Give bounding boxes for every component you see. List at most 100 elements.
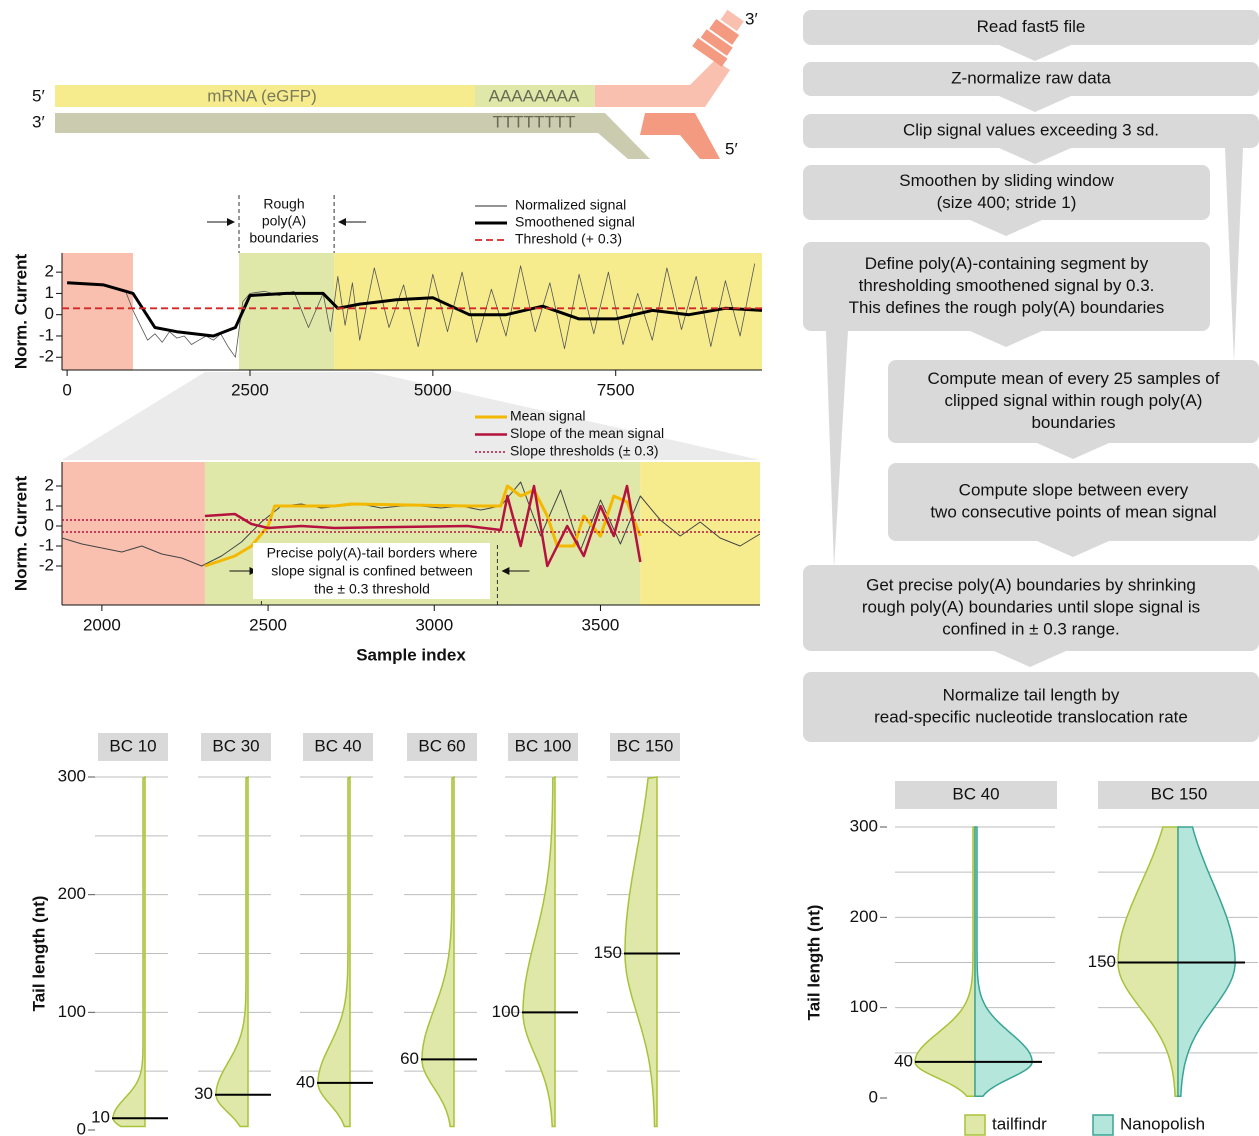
median-label: 10 xyxy=(91,1108,110,1127)
y-tick-label: 300 xyxy=(850,816,878,835)
region xyxy=(62,462,205,605)
flow-step-text: Define poly(A)-containing segment by xyxy=(865,254,1149,273)
violin xyxy=(625,777,657,1127)
x-tick-label: 3500 xyxy=(582,615,620,634)
flow-step-text: read-specific nucleotide translocation r… xyxy=(874,707,1188,726)
adapter-bottom xyxy=(640,113,720,159)
molecule-diagram: 5′ 3′ 3′ 5′ mRNA (eGFP) AAAAAAAA TTTTTTT… xyxy=(32,5,758,159)
flow-step-text: This defines the rough poly(A) boundarie… xyxy=(849,298,1165,317)
flow-step-text: Clip signal values exceeding 3 sd. xyxy=(903,120,1159,139)
x-tick-label: 5000 xyxy=(414,380,452,399)
violin xyxy=(523,777,555,1127)
annotation: slope signal is confined between xyxy=(271,563,473,579)
flow-step-text: clipped signal within rough poly(A) xyxy=(945,391,1203,410)
prime-label: 5′ xyxy=(725,139,738,158)
y-tick-label: -1 xyxy=(39,535,54,554)
legend-label: Threshold (+ 0.3) xyxy=(515,231,622,247)
y-tick-label: 2 xyxy=(45,262,54,281)
facet-title: BC 60 xyxy=(418,736,465,755)
flow-step-text: Compute mean of every 25 samples of xyxy=(928,369,1220,388)
flow-step-text: Compute slope between every xyxy=(959,480,1189,499)
legend-label: tailfindr xyxy=(992,1114,1047,1133)
y-tick-label: 0 xyxy=(45,304,54,323)
violin xyxy=(915,827,975,1096)
flow-step-text: thresholding smoothened signal by 0.3. xyxy=(859,276,1155,295)
region xyxy=(62,253,133,370)
legend-label: Nanopolish xyxy=(1120,1114,1205,1133)
figure: 5′ 3′ 3′ 5′ mRNA (eGFP) AAAAAAAA TTTTTTT… xyxy=(0,0,1259,1136)
median-label: 150 xyxy=(594,943,622,962)
facet-title: BC 100 xyxy=(515,736,572,755)
y-tick-label: 100 xyxy=(58,1002,86,1021)
y-tick-label: -2 xyxy=(39,555,54,574)
legend-swatch xyxy=(965,1115,985,1135)
mrna-label: mRNA (eGFP) xyxy=(207,86,317,105)
flow-arrow xyxy=(1037,541,1109,557)
annotation: the ± 0.3 threshold xyxy=(314,581,430,597)
flow-step-text: Z-normalize raw data xyxy=(951,68,1111,87)
flow-connector xyxy=(826,331,848,568)
body: { "diagram": { "top_left": "5′", "bottom… xyxy=(0,0,1259,1136)
y-tick-label: -1 xyxy=(39,325,54,344)
facet-title: BC 30 xyxy=(212,736,259,755)
y-tick-label: -2 xyxy=(39,347,54,366)
y-axis-title: Tail length (nt) xyxy=(29,896,48,1012)
violin xyxy=(113,777,145,1127)
legend-label: Smoothened signal xyxy=(515,214,635,230)
flow-connector xyxy=(1225,148,1243,362)
facet-title: BC 40 xyxy=(952,784,999,803)
median-label: 30 xyxy=(194,1084,213,1103)
legend-swatch xyxy=(1093,1115,1113,1135)
y-axis-title: Norm. Current xyxy=(11,254,30,370)
y-tick-label: 200 xyxy=(58,884,86,903)
median-label: 40 xyxy=(894,1051,913,1070)
y-tick-label: 200 xyxy=(850,907,878,926)
flow-step-text: confined in ± 0.3 range. xyxy=(942,619,1120,638)
plots: Read fast5 file Z-normalize raw data Clip … xyxy=(11,10,1259,1136)
y-tick-label: 1 xyxy=(45,495,54,514)
annotation: poly(A) xyxy=(262,213,306,229)
flow-step-text: (size 400; stride 1) xyxy=(937,193,1077,212)
flow-step-text: Read fast5 file xyxy=(977,17,1086,36)
region xyxy=(640,462,760,605)
flow-arrow xyxy=(970,220,1042,236)
legend-label: Normalized signal xyxy=(515,197,626,213)
x-tick-label: 2500 xyxy=(249,615,287,634)
x-tick-label: 2500 xyxy=(231,380,269,399)
median-label: 150 xyxy=(1088,952,1116,971)
flow-arrow xyxy=(999,45,1071,61)
annotation: Precise poly(A)-tail borders where xyxy=(267,545,478,561)
flow-arrow xyxy=(999,148,1071,164)
facet-title: BC 40 xyxy=(314,736,361,755)
y-tick-label: 300 xyxy=(58,766,86,785)
violin xyxy=(422,777,454,1127)
legend-label: Mean signal xyxy=(510,408,586,424)
y-axis-title: Norm. Current xyxy=(11,476,30,592)
adapter-top xyxy=(595,60,730,107)
page: body { margin: 0; background: #fff; font… xyxy=(0,0,1259,1136)
flow-arrow xyxy=(994,651,1066,667)
region xyxy=(334,253,762,370)
flow-arrow xyxy=(999,96,1071,112)
x-tick-label: 2000 xyxy=(83,615,121,634)
violin xyxy=(216,777,248,1127)
facet-title: BC 150 xyxy=(617,736,674,755)
prime-label: 3′ xyxy=(32,112,45,131)
polyt-label: TTTTTTTT xyxy=(492,112,575,131)
motor-protein xyxy=(692,5,750,67)
y-tick-label: 0 xyxy=(869,1087,878,1106)
x-tick-label: 7500 xyxy=(597,380,635,399)
annotation: Rough xyxy=(263,196,304,212)
y-tick-label: 100 xyxy=(850,997,878,1016)
y-tick-label: 0 xyxy=(45,515,54,534)
prime-label: 3′ xyxy=(745,9,758,28)
flow-step-text: boundaries xyxy=(1031,413,1115,432)
x-tick-label: 0 xyxy=(62,380,71,399)
flow-step-text: two consecutive points of mean signal xyxy=(930,502,1216,521)
facet-title: BC 10 xyxy=(109,736,156,755)
flow-step-text: Smoothen by sliding window xyxy=(899,171,1114,190)
prime-label: 5′ xyxy=(32,86,45,105)
flow-arrow xyxy=(970,331,1042,347)
x-axis-title: Sample index xyxy=(356,645,466,664)
flow-step-text: Get precise poly(A) boundaries by shrink… xyxy=(866,575,1196,594)
